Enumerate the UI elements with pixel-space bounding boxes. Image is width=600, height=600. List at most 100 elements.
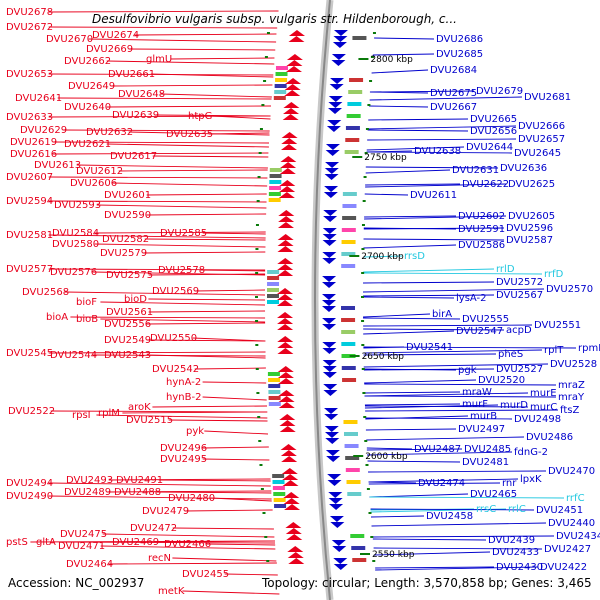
gene-arrow-forward (283, 108, 300, 114)
gene-label-right: DVU2591 (458, 224, 505, 235)
gene-label-left: DVU2612 (76, 166, 123, 177)
connector-line-left (146, 322, 266, 325)
gene-label-right: DVU2656 (470, 126, 517, 137)
gene-label-left: DVU2472 (130, 523, 177, 534)
gene-label-right: DVU2665 (470, 114, 517, 125)
minor-tick-left (259, 128, 263, 130)
gene-arrow-forward (277, 336, 294, 342)
gene-arrow-reverse (333, 30, 348, 36)
connector-line-right (364, 395, 557, 398)
gene-label-right: DVU2681 (524, 92, 571, 103)
gene-label-left: DVU2495 (160, 454, 207, 465)
gene-arrow-reverse (322, 294, 337, 300)
feature-box-right (341, 366, 356, 370)
connector-line-left (134, 33, 277, 36)
connector-line-left (108, 562, 277, 565)
gene-label-left: DVU2544 (50, 350, 97, 361)
connector-line-right (363, 363, 549, 368)
connector-line-left (172, 557, 277, 562)
gene-label-left: DVU2662 (64, 56, 111, 67)
gene-label-right: rrfC (566, 493, 585, 504)
connector-line-right (372, 535, 555, 538)
connector-line-right (363, 346, 577, 349)
gene-label-right: DVU2474 (418, 478, 465, 489)
gene-label-right: DVU2572 (496, 277, 543, 288)
minor-tick-left (266, 32, 270, 34)
gene-arrow-forward (277, 318, 294, 324)
connector-line-right (366, 150, 413, 153)
connector-line-left (204, 430, 269, 435)
connector-line-left (110, 84, 273, 87)
gene-label-left: bioB (76, 314, 98, 325)
gene-label-right: DVU2622 (462, 179, 509, 190)
gene-label-right: DVU2570 (546, 284, 593, 295)
connector-line-left (70, 316, 266, 319)
connector-line-right (364, 403, 461, 406)
connector-line-left (172, 527, 274, 530)
connector-line-right (374, 37, 435, 40)
feature-box-right (351, 546, 366, 550)
connector-line-left (94, 231, 266, 234)
gene-arrow-reverse (324, 426, 339, 432)
minor-tick-right (361, 224, 365, 226)
position-label: 2700 kbp (361, 252, 404, 262)
minor-tick-left (258, 440, 262, 442)
gene-arrow-forward (277, 264, 294, 270)
minor-tick-left (256, 392, 260, 394)
connector-line-right (365, 169, 451, 174)
feature-box-right (341, 240, 356, 244)
gene-arrow-forward (278, 402, 295, 408)
connector-line-left (194, 289, 266, 292)
minor-tick-right (370, 56, 374, 58)
gene-label-left: DVU2578 (158, 265, 205, 276)
connector-line-left (210, 497, 272, 502)
gene-label-right: acpD (506, 325, 532, 336)
gene-arrow-forward (277, 240, 294, 246)
gene-label-left: glmU (146, 54, 172, 65)
gene-arrow-forward (284, 84, 301, 90)
connector-line-right (365, 405, 529, 408)
gene-label-left: aroK (128, 402, 151, 413)
gene-arrow-forward (280, 450, 297, 456)
gene-arrow-forward (278, 210, 295, 216)
connector-line-right (369, 496, 565, 499)
gene-label-left: recN (148, 553, 171, 564)
connector-line-left (202, 446, 269, 449)
gene-arrow-reverse (333, 564, 348, 570)
connector-line-left (52, 141, 270, 144)
connector-line-right (372, 538, 487, 541)
gene-arrow-reverse (333, 558, 348, 564)
gene-label-right: DVU2685 (436, 49, 483, 60)
connector-line-right (363, 288, 545, 293)
feature-box-right (344, 150, 359, 154)
feature-box-left (273, 492, 286, 496)
gene-arrow-forward (285, 66, 302, 72)
connector-line-left (202, 232, 266, 235)
gene-arrow-forward (277, 294, 294, 300)
gene-arrow-forward (277, 234, 294, 240)
connector-line-left (202, 458, 270, 461)
label-connector-lines (30, 10, 577, 595)
connector-line-left (57, 97, 272, 100)
feature-box-left (274, 504, 287, 508)
gene-arrow-reverse (331, 60, 346, 66)
gene-arrow-reverse (325, 150, 340, 156)
feature-box-left (267, 276, 280, 280)
connector-line-left (76, 164, 268, 169)
connector-line-left (128, 48, 276, 51)
gene-arrow-reverse (322, 306, 337, 312)
feature-box-left (272, 474, 285, 478)
gene-label-left: DVU2575 (106, 270, 153, 281)
feature-box-left (274, 84, 287, 88)
gene-label-left: DVU2488 (114, 487, 161, 498)
feature-box-right (349, 78, 364, 82)
gene-label-left: DVU2471 (58, 541, 105, 552)
gene-arrow-forward (279, 426, 296, 432)
connector-line-right (362, 296, 455, 299)
feature-box-left (272, 486, 285, 490)
gene-arrow-reverse (324, 414, 339, 420)
gene-arrow-forward (286, 60, 303, 66)
gene-arrow-reverse (322, 366, 337, 372)
connector-line-left (146, 213, 267, 216)
feature-box-right (342, 204, 357, 208)
